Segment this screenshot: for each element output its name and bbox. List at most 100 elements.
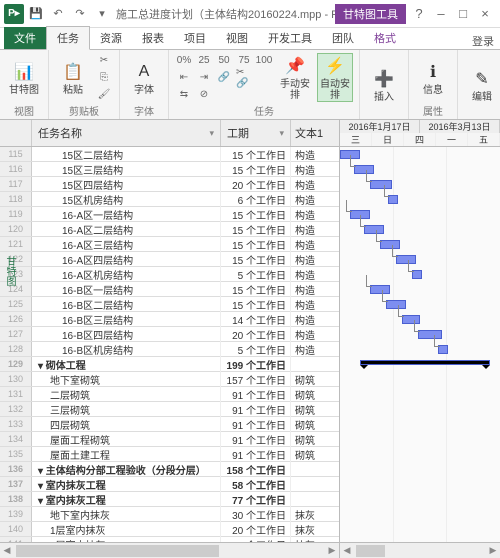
task-name-cell[interactable]: 16-A区二层结构 (32, 222, 221, 237)
table-row[interactable]: 135屋面土建工程91 个工作日砌筑 (0, 447, 339, 462)
text1-cell[interactable]: 构造 (291, 147, 339, 162)
unlink-icon[interactable]: ✂🔗 (235, 70, 253, 86)
insert-button[interactable]: ➕插入 (366, 67, 402, 103)
text1-cell[interactable]: 构造 (291, 207, 339, 222)
text1-cell[interactable]: 构造 (291, 177, 339, 192)
table-row[interactable]: 12716-B区四层结构20 个工作日构造 (0, 327, 339, 342)
table-row[interactable]: 11715区四层结构20 个工作日构造 (0, 177, 339, 192)
duration-cell[interactable]: 15 个工作日 (221, 297, 291, 312)
duration-cell[interactable]: 157 个工作日 (221, 372, 291, 387)
col-text1[interactable]: 文本1 (291, 120, 339, 146)
gantt-button[interactable]: 📊 甘特图 (6, 60, 42, 96)
task-name-cell[interactable]: 16-B区二层结构 (32, 297, 221, 312)
text1-cell[interactable]: 构造 (291, 267, 339, 282)
task-name-cell[interactable]: 15区机房结构 (32, 192, 221, 207)
table-row[interactable]: 1401层室内抹灰20 个工作日抹灰 (0, 522, 339, 537)
task-name-cell[interactable]: 地下室砌筑 (32, 372, 221, 387)
duration-cell[interactable]: 91 个工作日 (221, 447, 291, 462)
link-icon[interactable]: 🔗 (215, 70, 233, 86)
text1-cell[interactable]: 抹灰 (291, 507, 339, 522)
task-name-cell[interactable]: 四层砌筑 (32, 417, 221, 432)
auto-schedule-button[interactable]: ⚡ 自动安排 (317, 53, 353, 102)
login-link[interactable]: 登录 (472, 33, 500, 49)
task-name-cell[interactable]: 15区二层结构 (32, 147, 221, 162)
tab-view[interactable]: 视图 (216, 27, 258, 49)
text1-cell[interactable]: 构造 (291, 312, 339, 327)
duration-cell[interactable]: 20 个工作日 (221, 177, 291, 192)
text1-cell[interactable]: 构造 (291, 222, 339, 237)
text1-cell[interactable]: 砌筑 (291, 402, 339, 417)
tab-project[interactable]: 项目 (174, 27, 216, 49)
help-button[interactable]: ? (410, 6, 428, 21)
qat-dropdown-icon[interactable]: ▾ (92, 4, 112, 24)
duration-cell[interactable]: 91 个工作日 (221, 417, 291, 432)
col-task-name[interactable]: 任务名称▾ (32, 120, 221, 146)
table-row[interactable]: 134屋面工程砌筑91 个工作日砌筑 (0, 432, 339, 447)
text1-cell[interactable]: 构造 (291, 162, 339, 177)
task-name-cell[interactable]: ▾ 室内抹灰工程 (32, 477, 221, 492)
duration-cell[interactable]: 15 个工作日 (221, 147, 291, 162)
manual-schedule-button[interactable]: 📌 手动安排 (277, 54, 313, 101)
task-name-cell[interactable]: 地下室内抹灰 (32, 507, 221, 522)
table-row[interactable]: 138▾ 室内抹灰工程77 个工作日 (0, 492, 339, 507)
text1-cell[interactable]: 抹灰 (291, 522, 339, 537)
task-name-cell[interactable]: 16-A区四层结构 (32, 252, 221, 267)
pct-25[interactable]: 25 (195, 53, 213, 69)
inactivate-icon[interactable]: ⊘ (195, 87, 213, 103)
table-row[interactable]: 133四层砌筑91 个工作日砌筑 (0, 417, 339, 432)
text1-cell[interactable]: 构造 (291, 237, 339, 252)
task-name-cell[interactable]: 屋面土建工程 (32, 447, 221, 462)
duration-cell[interactable]: 14 个工作日 (221, 312, 291, 327)
summary-bar[interactable] (360, 360, 490, 365)
text1-cell[interactable]: 构造 (291, 327, 339, 342)
format-painter-icon[interactable]: 🖌 (95, 87, 113, 103)
task-name-cell[interactable]: 16-B区三层结构 (32, 312, 221, 327)
table-row[interactable]: 11815区机房结构6 个工作日构造 (0, 192, 339, 207)
text1-cell[interactable]: 构造 (291, 282, 339, 297)
duration-cell[interactable]: 5 个工作日 (221, 342, 291, 357)
dropdown-icon[interactable]: ▾ (209, 128, 214, 139)
scroll-right-icon[interactable]: ▶ (325, 545, 339, 556)
indent-icon[interactable]: ⇥ (195, 70, 213, 86)
duration-cell[interactable]: 20 个工作日 (221, 522, 291, 537)
scroll-thumb[interactable] (16, 545, 219, 557)
duration-cell[interactable]: 5 个工作日 (221, 267, 291, 282)
text1-cell[interactable]: 构造 (291, 252, 339, 267)
minimize-button[interactable]: – (432, 6, 450, 21)
tab-dev[interactable]: 开发工具 (258, 27, 322, 49)
text1-cell[interactable]: 抹灰 (291, 537, 339, 543)
duration-cell[interactable]: 58 个工作日 (221, 477, 291, 492)
table-row[interactable]: 12416-B区一层结构15 个工作日构造 (0, 282, 339, 297)
table-row[interactable]: 11515区二层结构15 个工作日构造 (0, 147, 339, 162)
duration-cell[interactable]: 15 个工作日 (221, 282, 291, 297)
maximize-button[interactable]: □ (454, 6, 472, 21)
tab-team[interactable]: 团队 (322, 27, 364, 49)
proj-icon[interactable]: P▸ (4, 4, 24, 24)
task-grid[interactable]: 11515区二层结构15 个工作日构造11615区三层结构15 个工作日构造11… (0, 147, 340, 542)
text1-cell[interactable]: 砌筑 (291, 432, 339, 447)
text1-cell[interactable]: 砌筑 (291, 387, 339, 402)
text1-cell[interactable]: 砌筑 (291, 372, 339, 387)
text1-cell[interactable]: 构造 (291, 192, 339, 207)
table-row[interactable]: 131二层砌筑91 个工作日砌筑 (0, 387, 339, 402)
task-hscroll[interactable]: ◀ ▶ (0, 543, 340, 558)
text1-cell[interactable]: 构造 (291, 342, 339, 357)
task-name-cell[interactable]: 三层砌筑 (32, 402, 221, 417)
table-row[interactable]: 12516-B区二层结构15 个工作日构造 (0, 297, 339, 312)
duration-cell[interactable]: 91 个工作日 (221, 402, 291, 417)
duration-cell[interactable]: 6 个工作日 (221, 192, 291, 207)
task-name-cell[interactable]: ▾ 砌体工程 (32, 357, 221, 372)
duration-cell[interactable]: 30 个工作日 (221, 537, 291, 543)
duration-cell[interactable]: 15 个工作日 (221, 222, 291, 237)
task-name-cell[interactable]: 15区三层结构 (32, 162, 221, 177)
respect-links-icon[interactable]: ⇆ (175, 87, 193, 103)
save-icon[interactable]: 💾 (26, 4, 46, 24)
table-row[interactable]: 130地下室砌筑157 个工作日砌筑 (0, 372, 339, 387)
duration-cell[interactable]: 77 个工作日 (221, 492, 291, 507)
redo-icon[interactable]: ↷ (70, 4, 90, 24)
table-row[interactable]: 12316-A区机房结构5 个工作日构造 (0, 267, 339, 282)
scroll-thumb[interactable] (356, 545, 385, 557)
task-name-cell[interactable]: 15区四层结构 (32, 177, 221, 192)
task-name-cell[interactable]: 16-B区机房结构 (32, 342, 221, 357)
pct-100[interactable]: 100 (255, 53, 273, 69)
